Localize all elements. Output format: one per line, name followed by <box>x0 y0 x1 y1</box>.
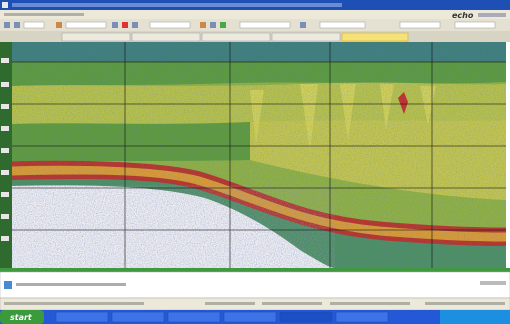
depth-ruler-labels <box>1 58 9 241</box>
status-fields <box>4 302 505 305</box>
toolbar-icons[interactable] <box>4 21 496 29</box>
app-icon <box>2 2 8 8</box>
echogram <box>12 42 506 268</box>
panel-text-right <box>480 281 506 285</box>
panel-icon <box>4 281 12 289</box>
scroll-bar[interactable] <box>0 268 510 272</box>
start-button[interactable] <box>0 310 44 324</box>
menu-items[interactable] <box>4 13 84 16</box>
panel-text <box>16 283 126 286</box>
logo-tag <box>478 13 506 17</box>
menu-bar <box>0 10 510 19</box>
taskbar-buttons[interactable] <box>55 311 389 323</box>
logo: echo <box>452 11 474 20</box>
start-label: start <box>10 313 33 322</box>
tabs[interactable] <box>61 32 409 42</box>
depth-ruler <box>0 42 12 268</box>
title-text <box>12 3 342 7</box>
system-tray <box>440 310 510 324</box>
